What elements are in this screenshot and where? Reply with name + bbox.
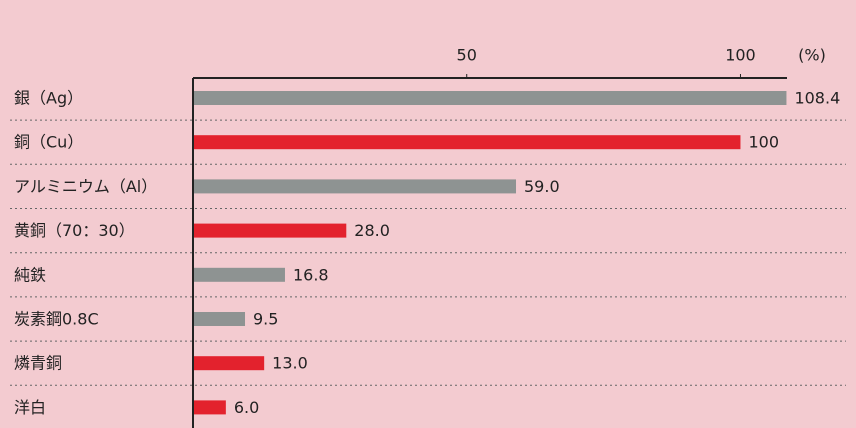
category-label: 銅（Cu） xyxy=(14,133,83,152)
bar xyxy=(193,400,226,415)
bar xyxy=(193,223,347,238)
value-label: 100 xyxy=(748,133,779,152)
value-label: 59.0 xyxy=(524,177,560,196)
value-label: 108.4 xyxy=(794,89,840,108)
value-label: 28.0 xyxy=(354,221,390,240)
bar xyxy=(193,312,246,326)
category-label: 純鉄 xyxy=(14,265,46,284)
category-label: 銀（Ag） xyxy=(14,89,83,108)
category-label: 洋白 xyxy=(14,398,46,417)
category-label: 黄銅（70：30） xyxy=(14,221,135,240)
x-axis-label: (%) xyxy=(798,46,826,65)
bar xyxy=(193,91,787,105)
category-label: 燐青銅 xyxy=(14,354,62,373)
x-tick-label: 50 xyxy=(457,46,477,65)
bar xyxy=(193,267,285,282)
category-label: アルミニウム（Al） xyxy=(14,177,157,196)
x-tick-label: 100 xyxy=(725,46,756,65)
value-label: 16.8 xyxy=(293,265,329,284)
bar xyxy=(193,135,741,150)
bar xyxy=(193,179,517,194)
value-label: 13.0 xyxy=(272,354,308,373)
bar xyxy=(193,356,265,371)
category-label: 炭素鋼0.8C xyxy=(14,310,99,329)
value-label: 9.5 xyxy=(253,310,278,329)
value-label: 6.0 xyxy=(234,398,259,417)
